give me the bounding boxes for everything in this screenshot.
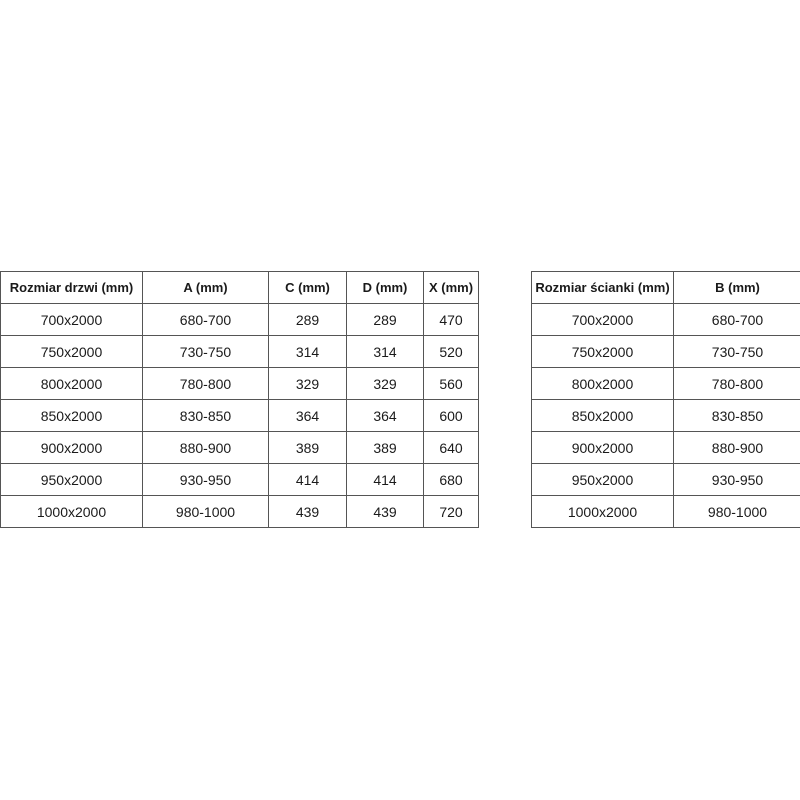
table-row: 700x2000 680-700 289 289 470 bbox=[0, 303, 479, 336]
column-header: D (mm) bbox=[346, 271, 424, 304]
table-row: 800x2000 780-800 329 329 560 bbox=[0, 367, 479, 400]
table-cell: 520 bbox=[423, 335, 479, 368]
column-header: Rozmiar ścianki (mm) bbox=[531, 271, 674, 304]
table-cell: 730-750 bbox=[142, 335, 269, 368]
table-cell: 880-900 bbox=[673, 431, 800, 464]
table-row: 850x2000 830-850 bbox=[531, 399, 800, 432]
door-dimensions-table: Rozmiar drzwi (mm) A (mm) C (mm) D (mm) X (m… bbox=[0, 271, 479, 528]
table-cell: 700x2000 bbox=[0, 303, 143, 336]
table-row: 750x2000 730-750 bbox=[531, 335, 800, 368]
table-cell: 850x2000 bbox=[0, 399, 143, 432]
table-cell: 364 bbox=[268, 399, 347, 432]
table-cell: 930-950 bbox=[142, 463, 269, 496]
table-cell: 780-800 bbox=[142, 367, 269, 400]
table-cell: 439 bbox=[268, 495, 347, 528]
table-cell: 680-700 bbox=[142, 303, 269, 336]
column-header: A (mm) bbox=[142, 271, 269, 304]
table-cell: 950x2000 bbox=[531, 463, 674, 496]
table-cell: 750x2000 bbox=[531, 335, 674, 368]
column-header: B (mm) bbox=[673, 271, 800, 304]
table-cell: 439 bbox=[346, 495, 424, 528]
table-cell: 980-1000 bbox=[142, 495, 269, 528]
table-cell: 950x2000 bbox=[0, 463, 143, 496]
table-cell: 560 bbox=[423, 367, 479, 400]
table-row: 800x2000 780-800 bbox=[531, 367, 800, 400]
header-row: Rozmiar drzwi (mm) A (mm) C (mm) D (mm) X (m… bbox=[0, 271, 479, 304]
table-cell: 880-900 bbox=[142, 431, 269, 464]
table-cell: 314 bbox=[346, 335, 424, 368]
table-row: 1000x2000 980-1000 bbox=[531, 495, 800, 528]
wall-panel-dimensions-table: Rozmiar ścianki (mm) B (mm) 700x2000 680-70… bbox=[531, 271, 800, 528]
table-cell: 1000x2000 bbox=[531, 495, 674, 528]
table-cell: 730-750 bbox=[673, 335, 800, 368]
column-header: C (mm) bbox=[268, 271, 347, 304]
table-cell: 1000x2000 bbox=[0, 495, 143, 528]
table-cell: 830-850 bbox=[142, 399, 269, 432]
table-cell: 780-800 bbox=[673, 367, 800, 400]
table-cell: 850x2000 bbox=[531, 399, 674, 432]
column-header: Rozmiar drzwi (mm) bbox=[0, 271, 143, 304]
table-cell: 800x2000 bbox=[0, 367, 143, 400]
table-row: 950x2000 930-950 414 414 680 bbox=[0, 463, 479, 496]
table-cell: 329 bbox=[268, 367, 347, 400]
table-cell: 414 bbox=[346, 463, 424, 496]
table-cell: 329 bbox=[346, 367, 424, 400]
table-cell: 680 bbox=[423, 463, 479, 496]
table-cell: 389 bbox=[268, 431, 347, 464]
table-row: 750x2000 730-750 314 314 520 bbox=[0, 335, 479, 368]
table-cell: 640 bbox=[423, 431, 479, 464]
table-cell: 680-700 bbox=[673, 303, 800, 336]
table-row: 900x2000 880-900 389 389 640 bbox=[0, 431, 479, 464]
table-cell: 800x2000 bbox=[531, 367, 674, 400]
header-row: Rozmiar ścianki (mm) B (mm) bbox=[531, 271, 800, 304]
table-row: 1000x2000 980-1000 439 439 720 bbox=[0, 495, 479, 528]
table-cell: 289 bbox=[268, 303, 347, 336]
table-row: 850x2000 830-850 364 364 600 bbox=[0, 399, 479, 432]
table-cell: 900x2000 bbox=[0, 431, 143, 464]
table-cell: 720 bbox=[423, 495, 479, 528]
table-cell: 364 bbox=[346, 399, 424, 432]
table-cell: 289 bbox=[346, 303, 424, 336]
table-row: 700x2000 680-700 bbox=[531, 303, 800, 336]
column-header: X (mm) bbox=[423, 271, 479, 304]
table-cell: 980-1000 bbox=[673, 495, 800, 528]
table-row: 950x2000 930-950 bbox=[531, 463, 800, 496]
table-cell: 930-950 bbox=[673, 463, 800, 496]
table-cell: 830-850 bbox=[673, 399, 800, 432]
table-cell: 389 bbox=[346, 431, 424, 464]
table-cell: 750x2000 bbox=[0, 335, 143, 368]
table-cell: 900x2000 bbox=[531, 431, 674, 464]
table-cell: 414 bbox=[268, 463, 347, 496]
table-row: 900x2000 880-900 bbox=[531, 431, 800, 464]
table-cell: 470 bbox=[423, 303, 479, 336]
table-cell: 314 bbox=[268, 335, 347, 368]
table-cell: 700x2000 bbox=[531, 303, 674, 336]
table-cell: 600 bbox=[423, 399, 479, 432]
